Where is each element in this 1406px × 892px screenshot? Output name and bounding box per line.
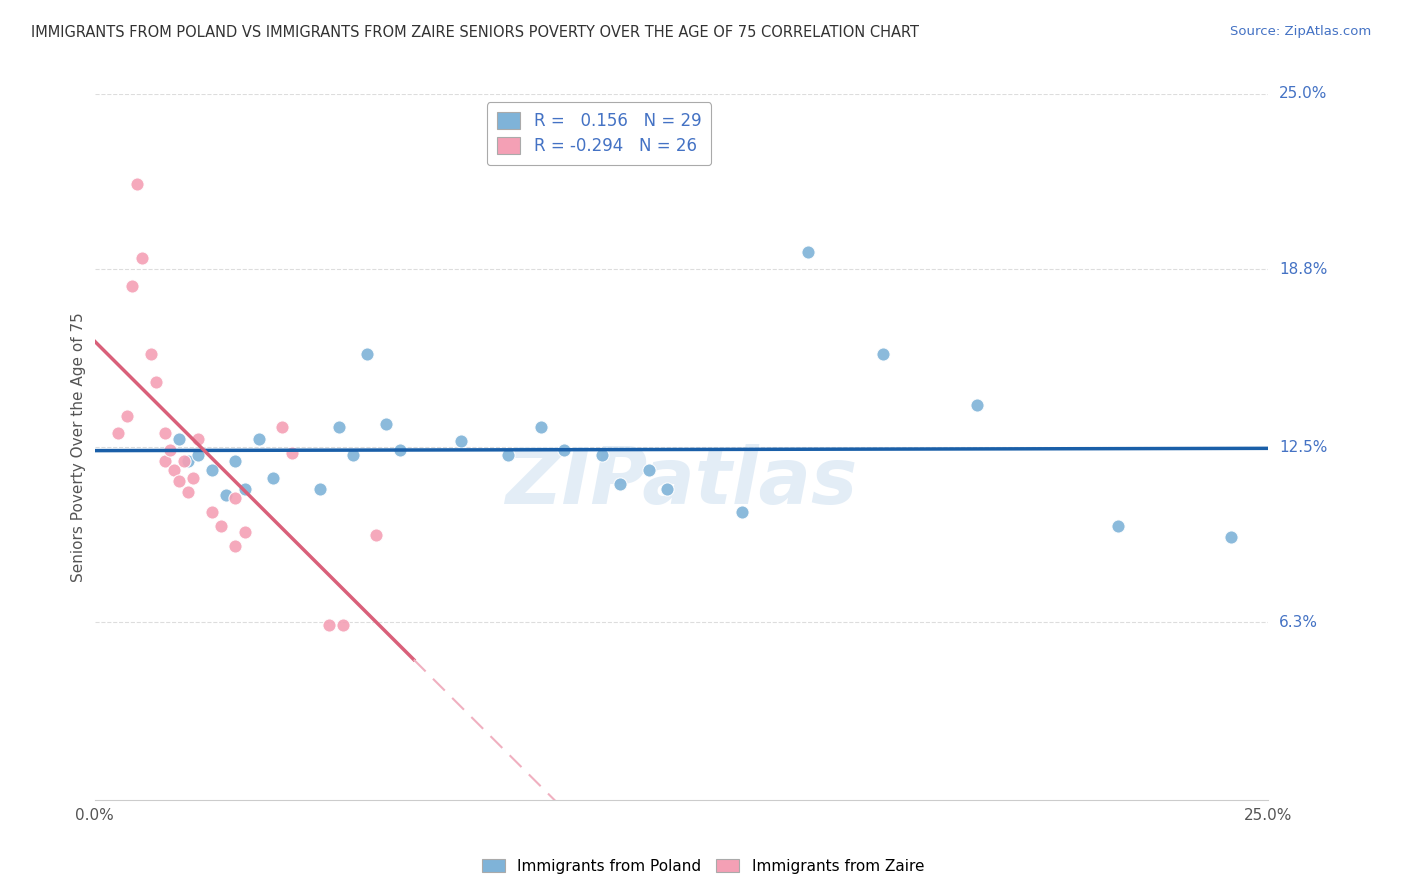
Point: [356, 347, 378, 361]
Point: [224, 539, 246, 553]
Legend: R =   0.156   N = 29, R = -0.294   N = 26: R = 0.156 N = 29, R = -0.294 N = 26: [486, 103, 711, 165]
Point: [224, 454, 246, 468]
Point: [328, 420, 350, 434]
Point: [173, 454, 195, 468]
Point: [131, 251, 153, 265]
Point: [215, 488, 238, 502]
Point: [201, 505, 224, 519]
Point: [966, 398, 988, 412]
Point: [153, 425, 176, 440]
Point: [591, 449, 613, 463]
Point: [125, 178, 148, 192]
Point: [262, 471, 284, 485]
Point: [121, 279, 143, 293]
Point: [637, 462, 659, 476]
Point: [177, 485, 200, 500]
Point: [233, 524, 256, 539]
Point: [374, 417, 396, 432]
Point: [496, 449, 519, 463]
Point: [450, 434, 472, 449]
Text: 6.3%: 6.3%: [1279, 615, 1319, 630]
Point: [872, 347, 894, 361]
Point: [247, 432, 270, 446]
Point: [167, 474, 190, 488]
Point: [1219, 530, 1241, 544]
Point: [271, 420, 294, 434]
Point: [1107, 519, 1129, 533]
Text: 18.8%: 18.8%: [1279, 261, 1327, 277]
Point: [553, 442, 575, 457]
Text: IMMIGRANTS FROM POLAND VS IMMIGRANTS FROM ZAIRE SENIORS POVERTY OVER THE AGE OF : IMMIGRANTS FROM POLAND VS IMMIGRANTS FRO…: [31, 25, 920, 40]
Point: [309, 483, 332, 497]
Point: [167, 432, 190, 446]
Point: [177, 454, 200, 468]
Point: [366, 527, 388, 541]
Point: [233, 483, 256, 497]
Point: [731, 505, 754, 519]
Point: [153, 454, 176, 468]
Point: [224, 491, 246, 505]
Point: [318, 618, 340, 632]
Text: Source: ZipAtlas.com: Source: ZipAtlas.com: [1230, 25, 1371, 38]
Text: 12.5%: 12.5%: [1279, 440, 1327, 455]
Point: [159, 442, 181, 457]
Point: [657, 483, 679, 497]
Point: [281, 445, 304, 459]
Legend: Immigrants from Poland, Immigrants from Zaire: Immigrants from Poland, Immigrants from …: [475, 853, 931, 880]
Point: [181, 471, 204, 485]
Point: [139, 347, 162, 361]
Point: [163, 462, 186, 476]
Point: [388, 442, 411, 457]
Text: 25.0%: 25.0%: [1279, 87, 1327, 102]
Point: [117, 409, 139, 423]
Point: [145, 375, 167, 389]
Point: [797, 245, 820, 260]
Point: [107, 425, 129, 440]
Point: [529, 420, 551, 434]
Point: [209, 519, 232, 533]
Y-axis label: Seniors Poverty Over the Age of 75: Seniors Poverty Over the Age of 75: [72, 312, 86, 582]
Point: [201, 462, 224, 476]
Point: [342, 449, 364, 463]
Point: [332, 618, 354, 632]
Text: ZIPatlas: ZIPatlas: [505, 444, 858, 520]
Point: [609, 476, 631, 491]
Point: [187, 432, 209, 446]
Point: [187, 449, 209, 463]
